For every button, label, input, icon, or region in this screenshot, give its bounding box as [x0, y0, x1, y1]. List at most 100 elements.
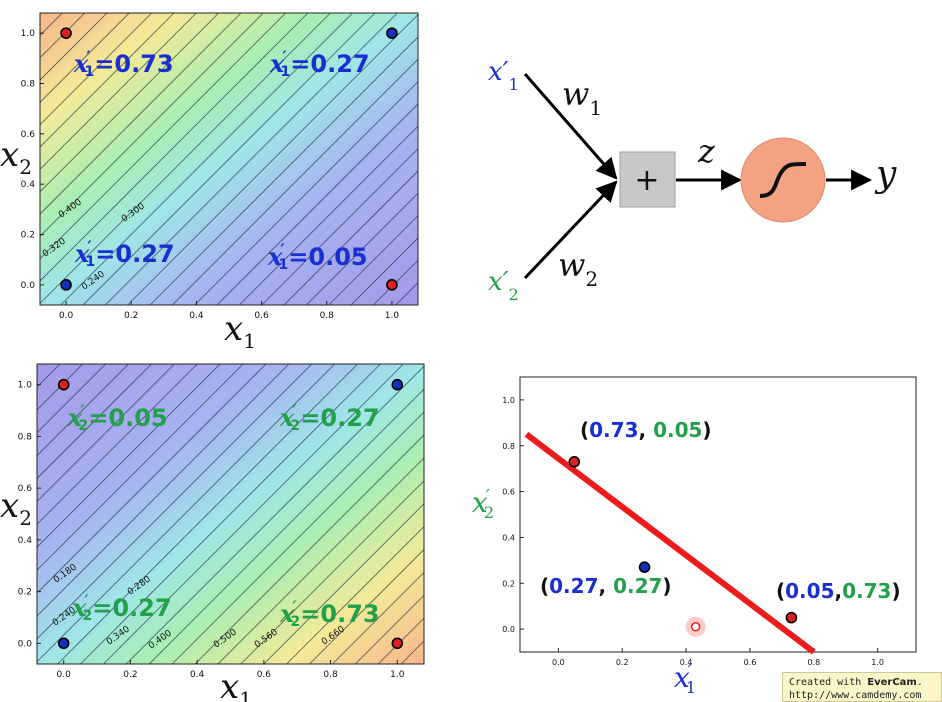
x-tick-labels: 0.0 0.2 0.4 0.6 0.8 1.0 — [57, 660, 405, 680]
y-tick-label: 0.2 — [21, 231, 35, 241]
annotation-x2-bottom-left: x′ 2=0.27 — [71, 591, 172, 624]
x-tick-label: 0.0 — [552, 658, 565, 667]
contour-line — [194, 434, 424, 664]
cursor-dot — [690, 622, 701, 632]
contour-line — [171, 411, 424, 664]
point-label: (0.73, 0.05) — [580, 418, 712, 442]
contour-line — [355, 594, 424, 664]
x-tick-label: 0.6 — [254, 311, 269, 321]
contour-line — [306, 192, 418, 305]
input-x1-label: x′1 — [488, 57, 519, 94]
contour-lines — [40, 13, 418, 305]
blue-data-point — [638, 561, 651, 574]
contour-line — [286, 526, 424, 664]
x-tick-label: 0.4 — [189, 311, 204, 321]
y-tick-label: 0.4 — [21, 180, 36, 190]
contour-line — [103, 364, 404, 664]
contour-line — [350, 237, 418, 305]
contour-line — [127, 14, 418, 305]
plot-frame — [36, 363, 425, 665]
plot-frame — [519, 376, 917, 653]
contour-line — [240, 480, 424, 664]
y-tick-label: 1.0 — [21, 29, 36, 39]
contour-line — [37, 364, 175, 502]
red-data-point — [57, 378, 70, 391]
x-tick-label: 0.4 — [190, 670, 205, 680]
contour-line — [239, 125, 418, 305]
red-data-point — [60, 27, 72, 39]
contour-line — [105, 13, 398, 305]
x-axis-label: x1 — [220, 667, 252, 702]
contour-line — [148, 388, 424, 664]
watermark-suffix: . — [916, 677, 923, 688]
y-tick-label: 0.0 — [21, 281, 36, 291]
blue-data-point — [57, 637, 70, 650]
sigmoid-curve-icon — [759, 162, 807, 198]
x-tick-label: 0.6 — [257, 670, 272, 680]
contour-line — [40, 13, 309, 282]
annotation-x1-top-right: x′ 1=0.27 — [269, 47, 370, 80]
contour-line — [447, 364, 460, 664]
y-tick-labels: 0.0 0.2 0.4 0.6 0.8 1.0 — [21, 29, 44, 291]
contour-line — [40, 13, 264, 237]
contour-line — [417, 304, 418, 305]
contour-line — [40, 13, 197, 170]
x-tick-label: 1.0 — [390, 670, 405, 680]
y-tick-label: 1.0 — [502, 396, 515, 405]
data-points — [57, 378, 404, 650]
contour-line — [37, 364, 335, 663]
y-axis-label: x′ 2 — [472, 486, 494, 522]
annotation-x1-bottom-right: x′ 1=0.05 — [267, 240, 368, 273]
point-label: (0.27, 0.27) — [540, 574, 672, 598]
y-tick-label: 0.0 — [502, 625, 515, 634]
watermark-url: http://www.camdemy.com — [789, 690, 922, 701]
point-label: (0.05,0.73) — [776, 579, 901, 603]
output-y-label: y — [874, 154, 897, 195]
x-axis-label: x′ 1 — [674, 661, 696, 697]
adder-box — [619, 151, 676, 208]
x-tick-label: 0.6 — [744, 658, 757, 667]
x-tick-label: 0.2 — [124, 311, 138, 321]
contour-line — [60, 13, 353, 305]
neuron-diagram: x′1 x′2 w1 w2 + z y — [488, 57, 897, 304]
blue-data-point — [60, 279, 72, 291]
contour-line — [37, 364, 129, 457]
watermark-prefix: Created with — [789, 677, 868, 688]
y-axis-label: x2 — [0, 486, 32, 530]
decision-boundary-line — [524, 431, 816, 655]
annotation-x1-bottom-left: x′ 1=0.27 — [74, 237, 175, 270]
contour-line — [328, 215, 418, 305]
annotation-x2-bottom-right: x′ 2=0.73 — [279, 597, 380, 630]
annotation-x1-top-left: x′ 1=0.73 — [73, 47, 174, 80]
contour-line — [57, 364, 358, 664]
contour-line — [37, 364, 106, 434]
contour-line — [37, 364, 152, 480]
x-tick-label: 0.4 — [680, 658, 693, 667]
red-data-point — [386, 279, 398, 291]
contour-line — [40, 13, 130, 103]
contour-line — [40, 13, 286, 260]
contour-line — [194, 81, 418, 305]
contour-line — [309, 548, 424, 664]
x-tick-label: 0.0 — [59, 311, 74, 321]
y-tick-label: 0.2 — [18, 588, 32, 598]
y-tick-label: 0.2 — [502, 579, 515, 588]
transformed-space-scatter: 0.0 0.2 0.4 0.6 0.8 1.0 0.0 0.2 0.4 0.6 0.8 1.0 (0… — [472, 376, 917, 697]
annotation-x2-top-left: x′ 2=0.05 — [67, 401, 168, 434]
watermark-brand: EverCam — [867, 677, 917, 688]
y-tick-label: 0.0 — [18, 639, 33, 649]
contour-line — [40, 13, 175, 148]
x-tick-label: 0.8 — [807, 658, 820, 667]
data-points — [568, 455, 798, 637]
contour-line — [217, 457, 424, 664]
y-tick-label: 0.8 — [502, 442, 515, 451]
contour-line — [37, 364, 313, 640]
y-tick-label: 0.4 — [502, 533, 515, 542]
y-tick-label: 0.6 — [21, 130, 36, 140]
contour-line — [332, 571, 424, 664]
contour-line — [172, 58, 418, 305]
y-tick-label: 0.8 — [18, 432, 33, 442]
y-tick-label: 0.6 — [18, 484, 33, 494]
plot-frame — [39, 12, 419, 306]
y-tick-label: 0.8 — [21, 79, 36, 89]
